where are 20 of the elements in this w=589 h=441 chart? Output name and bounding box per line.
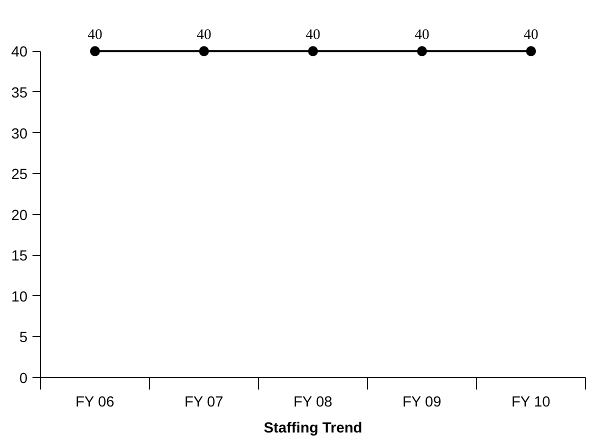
y-tick-label: 40 [11, 44, 28, 61]
y-tick-label: 5 [19, 330, 28, 346]
x-tick-label: FY 10 [511, 394, 550, 410]
x-tick-label: FY 07 [184, 394, 224, 410]
data-label: 40 [196, 27, 212, 44]
y-tick-label: 35 [11, 85, 28, 102]
y-tick-label: 15 [11, 248, 28, 265]
y-tick-label: 25 [11, 167, 28, 184]
text: Staffing Trend [264, 420, 362, 436]
y-tick-label: 30 [11, 126, 28, 142]
data-label: 40 [414, 27, 430, 44]
x-tick-label: FY 08 [293, 394, 332, 410]
data-label: 40 [88, 27, 102, 44]
y-tick-label: 0 [19, 371, 28, 387]
x-tick-label: FY 06 [75, 394, 114, 410]
y-tick-label: 20 [11, 208, 28, 224]
x-tick-label: FY 09 [402, 394, 442, 410]
data-label: 40 [306, 27, 320, 44]
y-tick-label: 10 [11, 289, 28, 306]
data-label: 40 [524, 27, 538, 44]
